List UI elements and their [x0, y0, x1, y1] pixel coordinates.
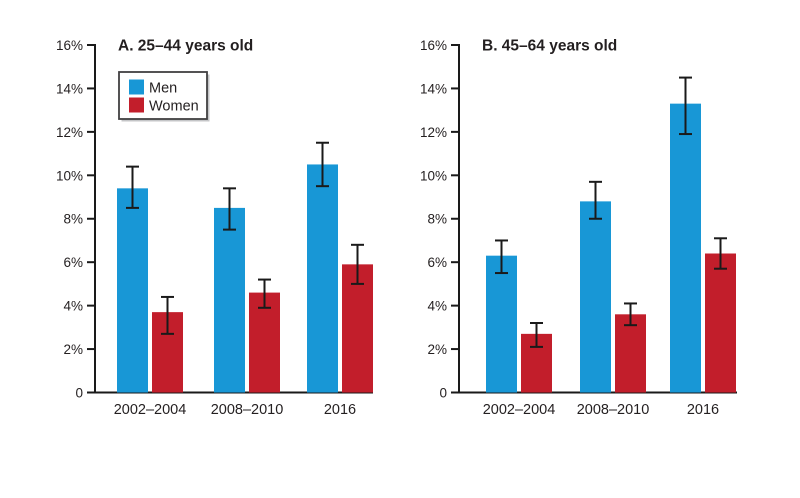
error-bar-women-2016 [351, 243, 364, 285]
bar-women-2008-2010 [249, 292, 280, 393]
legend: Men Women [118, 71, 210, 122]
y-tick-label: 14% [420, 81, 447, 96]
y-tick-label: 2% [63, 342, 83, 357]
bar-men-2008-2010 [580, 201, 611, 393]
y-tick-label: 14% [56, 81, 83, 96]
error-bar-men-2016 [679, 76, 692, 136]
error-bar-women-2016 [714, 237, 727, 270]
y-tick-label: 10% [420, 168, 447, 183]
bar-men-2016 [307, 164, 338, 393]
y-tick-label: 16% [56, 38, 83, 53]
y-tick-label: 12% [420, 125, 447, 140]
y-tick-label: 4% [63, 299, 83, 314]
y-tick-label: 16% [420, 38, 447, 53]
error-bar-women-2002-2004 [530, 322, 543, 348]
error-bar-men-2008-2010 [223, 187, 236, 231]
y-tick-label: 10% [56, 168, 83, 183]
error-bar-men-2002-2004 [126, 165, 139, 209]
bar-men-2016 [670, 103, 701, 393]
y-tick-label: 6% [63, 255, 83, 270]
error-bar-men-2002-2004 [495, 239, 508, 275]
error-bar-women-2008-2010 [624, 302, 637, 327]
legend-swatch-men [129, 79, 144, 95]
bar-women-2016 [342, 264, 373, 393]
y-tick-label: 4% [427, 299, 447, 314]
panel-title: B. 45–64 years old [482, 38, 617, 55]
error-bar-women-2002-2004 [161, 295, 174, 335]
y-tick-label: 2% [427, 342, 447, 357]
legend-label-men: Men [149, 80, 177, 96]
error-bar-men-2008-2010 [589, 180, 602, 220]
y-tick-label: 0 [75, 385, 83, 400]
legend-label-women: Women [149, 98, 199, 114]
bar-men-2008-2010 [214, 207, 245, 393]
panel-a: 0 2% 4% 6% 8% 10% 12% 14% 16% A. 25–44 years old 2… [56, 38, 373, 418]
x-tick-label: 2016 [324, 402, 356, 418]
x-tick-label: 2002–2004 [483, 402, 556, 418]
bar-men-2002-2004 [486, 255, 517, 393]
bar-women-2008-2010 [615, 314, 646, 393]
x-tick-label: 2008–2010 [577, 402, 650, 418]
error-bar-men-2016 [316, 141, 329, 188]
y-tick-label: 6% [427, 255, 447, 270]
y-tick-label: 8% [427, 212, 447, 227]
x-tick-label: 2008–2010 [211, 402, 284, 418]
y-tick-label: 8% [63, 212, 83, 227]
error-bar-women-2008-2010 [258, 278, 271, 309]
y-tick-label: 0 [439, 385, 447, 400]
panel-b: 0 2% 4% 6% 8% 10% 12% 14% 16% B. 45–64 years old 2… [420, 38, 737, 418]
y-tick-label: 12% [56, 125, 83, 140]
bar-men-2002-2004 [117, 188, 148, 393]
x-tick-label: 2016 [687, 402, 719, 418]
legend-swatch-women [129, 97, 144, 113]
x-tick-label: 2002–2004 [114, 402, 187, 418]
bar-women-2016 [705, 253, 736, 393]
panel-title: A. 25–44 years old [118, 38, 253, 55]
